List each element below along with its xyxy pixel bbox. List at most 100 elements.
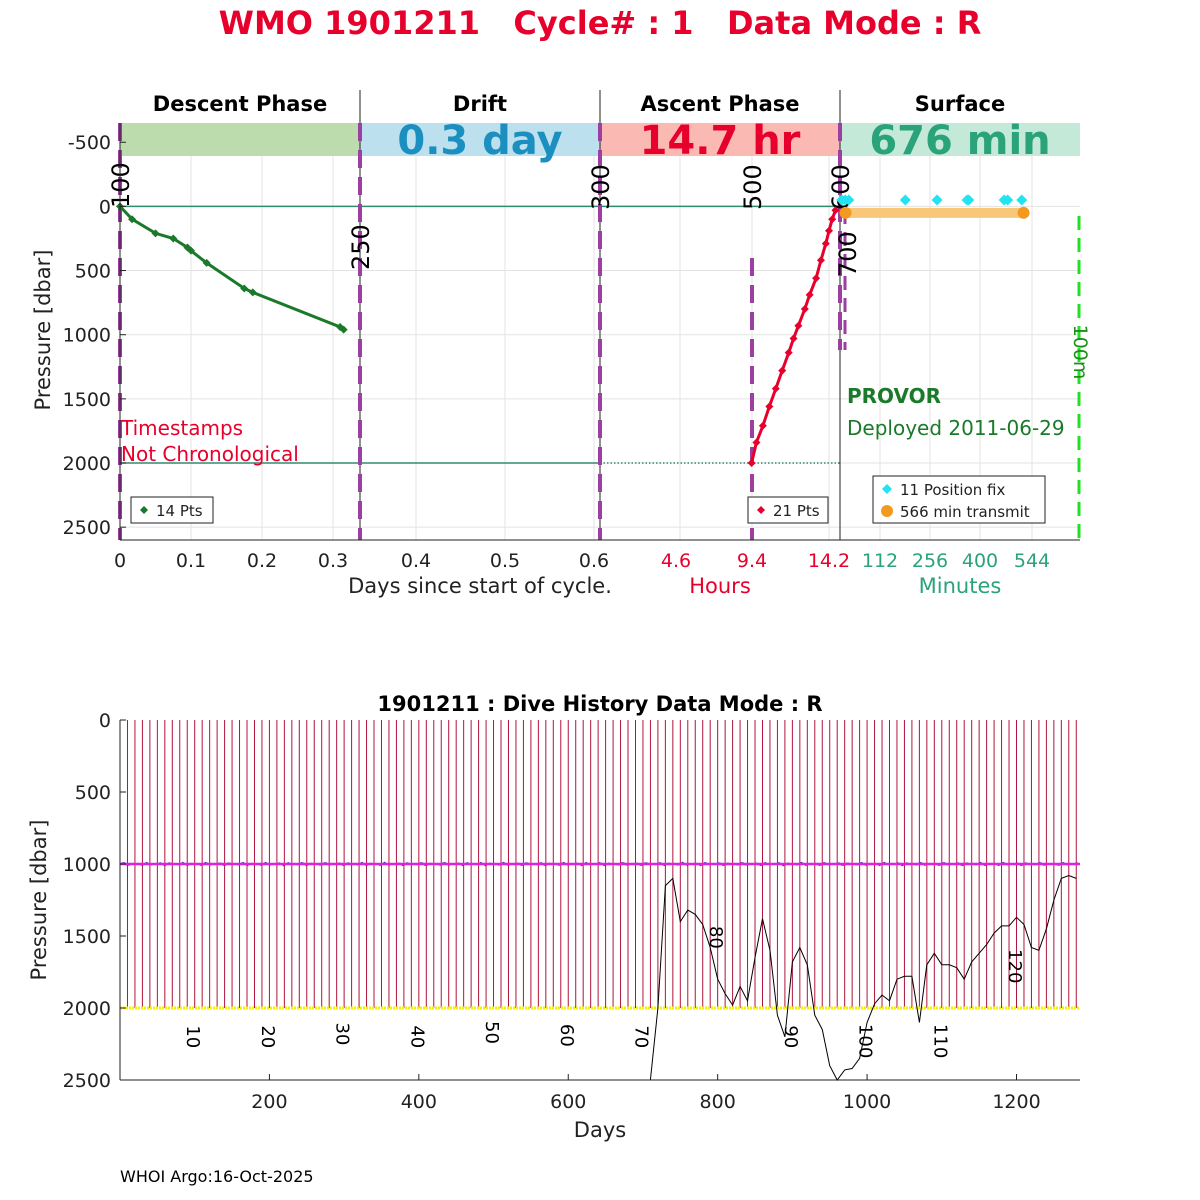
cycle-number-label-0: 10 xyxy=(182,1025,203,1048)
transmit-end-point xyxy=(1017,206,1030,219)
x-tick-label-minutes-0: 112 xyxy=(862,550,898,572)
ascent-point-0 xyxy=(747,459,756,468)
ascent-point-12 xyxy=(816,256,825,265)
history-y-tick-label-3: 1500 xyxy=(63,926,111,948)
history-x-tick-label-2: 600 xyxy=(550,1091,586,1113)
x-tick-label-days-5: 0.5 xyxy=(490,550,520,572)
ascent-legend-label: 21 Pts xyxy=(773,502,820,520)
phase-banner-0 xyxy=(120,123,360,156)
x-tick-label-days-2: 0.2 xyxy=(247,550,277,572)
phase-banner-3 xyxy=(840,123,1080,156)
position-fix-point-8 xyxy=(1002,194,1014,206)
position-fix-point-9 xyxy=(1016,194,1028,206)
y-tick-label-0: -500 xyxy=(68,132,111,154)
x-axis-title-minutes: Minutes xyxy=(919,574,1002,598)
phase-mid-label-2: 500 xyxy=(739,164,767,210)
history-x-tick-label-1: 400 xyxy=(401,1091,437,1113)
history-x-tick-label-0: 200 xyxy=(251,1091,287,1113)
deployed-label: Deployed 2011-06-29 xyxy=(847,416,1065,440)
ascent-point-13 xyxy=(821,239,830,248)
descent-point-10 xyxy=(339,325,348,334)
y-tick-label-6: 2500 xyxy=(63,517,111,539)
y-tick-label-5: 2000 xyxy=(63,453,111,475)
position-fix-point-2 xyxy=(843,194,855,206)
descent-point-3 xyxy=(169,234,178,243)
surface-depth-label: 100m xyxy=(1069,325,1091,380)
cycle-number-label-7: 80 xyxy=(705,926,726,949)
ascent-point-15 xyxy=(828,215,837,224)
cycle-number-label-5: 60 xyxy=(556,1024,577,1047)
y-tick-label-2: 500 xyxy=(75,261,111,283)
ascent-point-6 xyxy=(784,348,793,357)
float-model-label: PROVOR xyxy=(847,384,941,408)
history-title: 1901211 : Dive History Data Mode : R xyxy=(377,692,822,716)
descent-point-6 xyxy=(202,258,211,267)
cycle-number-label-2: 30 xyxy=(332,1022,353,1045)
cycle-number-label-11: 120 xyxy=(1004,949,1025,983)
phase-title-0: Descent Phase xyxy=(153,92,327,116)
ascent-point-4 xyxy=(771,384,780,393)
ascent-point-3 xyxy=(765,402,774,411)
x-tick-label-hours-1: 9.4 xyxy=(737,550,767,572)
phase-start-label-2: 300 xyxy=(587,164,615,210)
cycle-number-label-6: 70 xyxy=(630,1025,651,1048)
phase-duration-2: 14.7 hr xyxy=(640,118,801,164)
x-tick-label-hours-0: 4.6 xyxy=(661,550,691,572)
history-y-tick-label-2: 1000 xyxy=(63,854,111,876)
phase-duration-3: 676 min xyxy=(869,118,1050,164)
history-x-tick-label-4: 1000 xyxy=(843,1091,891,1113)
cycle-number-label-9: 100 xyxy=(855,1024,876,1058)
ascent-legend-marker xyxy=(757,506,765,514)
phase-end-label-3: 700 xyxy=(834,231,862,277)
position-fix-point-6 xyxy=(963,194,975,206)
transmit-start-point xyxy=(839,206,852,219)
history-y-tick-label-1: 500 xyxy=(75,782,111,804)
x-tick-label-days-3: 0.3 xyxy=(318,550,348,572)
position-fix-point-4 xyxy=(931,194,943,206)
history-y-tick-label-4: 2000 xyxy=(63,998,111,1020)
cycle-number-label-8: 90 xyxy=(780,1025,801,1048)
ascent-point-14 xyxy=(825,226,833,235)
descent-legend-marker xyxy=(140,506,148,514)
descent-point-7 xyxy=(240,284,249,293)
x-tick-label-days-1: 0.1 xyxy=(176,550,206,572)
cycle-number-label-10: 110 xyxy=(929,1024,950,1058)
history-x-axis-title: Days xyxy=(574,1118,626,1142)
page-title: WMO 1901211 Cycle# : 1 Data Mode : R xyxy=(219,4,982,42)
x-axis-title-hours: Hours xyxy=(689,574,751,598)
x-tick-label-minutes-3: 544 xyxy=(1014,550,1050,572)
descent-legend-label: 14 Pts xyxy=(156,502,203,520)
cycle-number-label-4: 50 xyxy=(481,1021,502,1044)
warning-text-line2: Not Chronological xyxy=(121,442,299,466)
position-fix-legend-marker xyxy=(882,484,892,494)
x-tick-label-hours-2: 14.2 xyxy=(808,550,850,572)
dive-history-chart: 1901211 : Dive History Data Mode : R 0 500… xyxy=(27,692,1080,1142)
ascent-point-5 xyxy=(778,366,787,375)
phase-duration-1: 0.3 day xyxy=(397,118,562,164)
y-axis-title: Pressure [dbar] xyxy=(31,250,55,411)
ascent-point-7 xyxy=(789,334,798,343)
phase-banner-2 xyxy=(600,123,840,156)
ascent-point-8 xyxy=(794,321,803,330)
history-y-axis-title: Pressure [dbar] xyxy=(27,820,51,981)
transmit-legend-label: 566 min transmit xyxy=(900,503,1030,521)
ascent-point-1 xyxy=(752,438,761,447)
descent-point-1 xyxy=(128,215,137,224)
cycle-number-label-3: 40 xyxy=(406,1025,427,1048)
phase-title-2: Ascent Phase xyxy=(641,92,800,116)
history-x-tick-label-3: 800 xyxy=(700,1091,736,1113)
warning-text-line1: Timestamps xyxy=(120,416,243,440)
x-tick-label-minutes-1: 256 xyxy=(912,550,948,572)
transmit-legend-marker xyxy=(881,505,893,517)
position-fix-point-3 xyxy=(899,194,911,206)
history-y-tick-label-5: 2500 xyxy=(63,1070,111,1092)
phase-start-label-1: 250 xyxy=(347,224,375,270)
phase-banner-1 xyxy=(360,123,600,156)
x-axis-title-days: Days since start of cycle. xyxy=(348,574,612,598)
x-tick-label-days-6: 0.6 xyxy=(579,550,609,572)
descent-point-2 xyxy=(151,229,160,238)
ascent-point-2 xyxy=(758,421,767,430)
surface-legend-box xyxy=(872,475,1046,524)
